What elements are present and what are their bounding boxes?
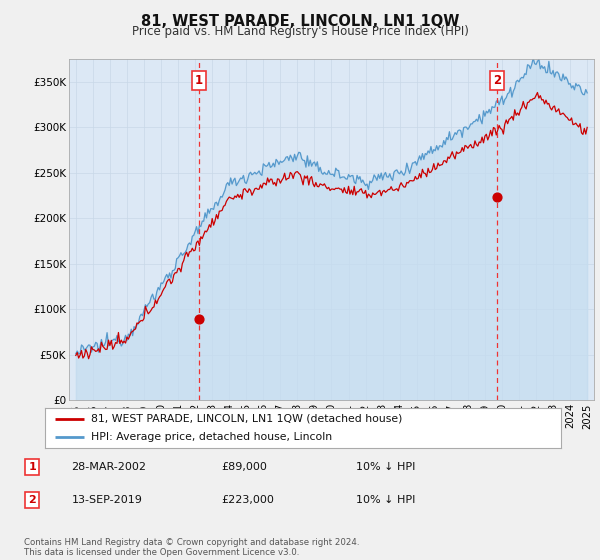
Text: Price paid vs. HM Land Registry's House Price Index (HPI): Price paid vs. HM Land Registry's House … bbox=[131, 25, 469, 38]
Text: 13-SEP-2019: 13-SEP-2019 bbox=[71, 495, 142, 505]
Text: 1: 1 bbox=[28, 462, 36, 472]
Point bbox=[194, 315, 204, 324]
Text: £89,000: £89,000 bbox=[221, 462, 267, 472]
Text: 28-MAR-2002: 28-MAR-2002 bbox=[71, 462, 146, 472]
Text: 81, WEST PARADE, LINCOLN, LN1 1QW (detached house): 81, WEST PARADE, LINCOLN, LN1 1QW (detac… bbox=[91, 414, 403, 423]
Text: £223,000: £223,000 bbox=[221, 495, 274, 505]
Text: 1: 1 bbox=[195, 74, 203, 87]
Text: HPI: Average price, detached house, Lincoln: HPI: Average price, detached house, Linc… bbox=[91, 432, 332, 442]
Text: 10% ↓ HPI: 10% ↓ HPI bbox=[356, 462, 416, 472]
Point bbox=[492, 193, 502, 202]
Text: 10% ↓ HPI: 10% ↓ HPI bbox=[356, 495, 416, 505]
Text: Contains HM Land Registry data © Crown copyright and database right 2024.
This d: Contains HM Land Registry data © Crown c… bbox=[24, 538, 359, 557]
Text: 2: 2 bbox=[28, 495, 36, 505]
Text: 81, WEST PARADE, LINCOLN, LN1 1QW: 81, WEST PARADE, LINCOLN, LN1 1QW bbox=[141, 14, 459, 29]
Text: 2: 2 bbox=[493, 74, 501, 87]
